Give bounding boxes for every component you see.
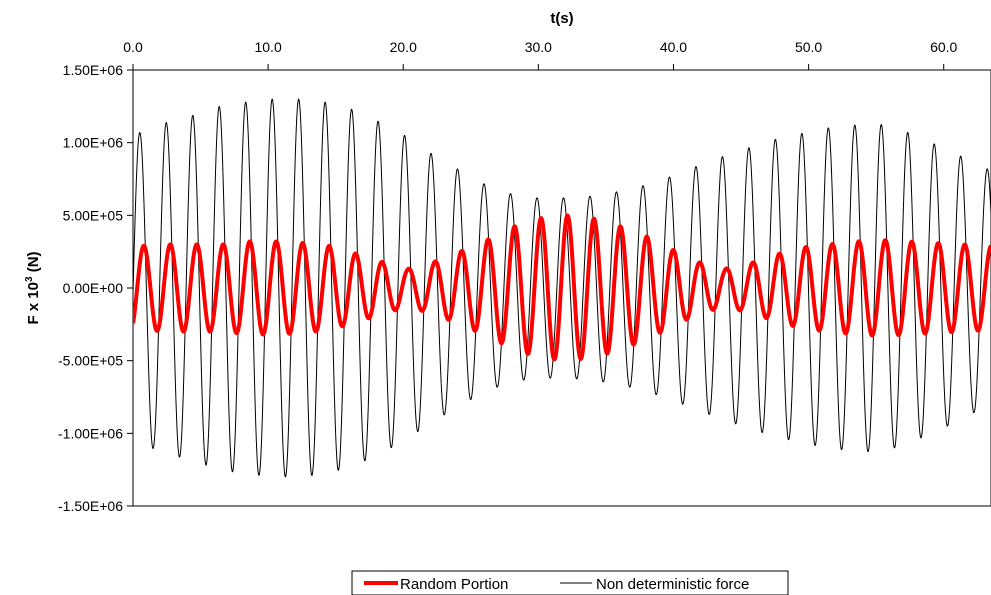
y-tick-label: -5.00E+05 (58, 353, 123, 369)
x-tick-label: 0.0 (123, 39, 143, 55)
x-tick-label: 30.0 (525, 39, 552, 55)
series-layer (133, 98, 991, 478)
x-tick-label: 10.0 (254, 39, 281, 55)
y-tick-label: -1.50E+06 (58, 498, 123, 514)
x-tick-label: 40.0 (660, 39, 687, 55)
y-axis-title-unit: (N) (25, 251, 42, 276)
legend-label-non-deterministic-force: Non deterministic force (596, 576, 749, 593)
series-line-random-portion (133, 213, 991, 362)
y-tick-label: 5.00E+05 (63, 207, 124, 223)
x-tick-label: 60.0 (930, 39, 957, 55)
legend: Random Portion Non deterministic force (351, 570, 789, 595)
legend-label-random-portion: Random Portion (400, 576, 508, 593)
y-axis-ticks: 1.50E+06 1.00E+06 5.00E+05 0.00E+00 -5.00E+0… (58, 62, 133, 514)
x-tick-label: 20.0 (390, 39, 417, 55)
y-axis-title-superscript: 3 (24, 276, 35, 282)
y-axis-title-main: F x 10 (25, 282, 42, 325)
y-tick-label: 0.00E+00 (63, 280, 124, 296)
x-axis-ticks: 0.0 10.0 20.0 30.0 40.0 50.0 60.0 (123, 39, 958, 70)
x-tick-label: 50.0 (795, 39, 822, 55)
x-axis-title: t(s) (550, 10, 573, 27)
y-tick-label: -1.00E+06 (58, 425, 123, 441)
y-tick-label: 1.50E+06 (63, 62, 124, 78)
series-line-non-deterministic-force (133, 98, 991, 478)
y-axis-title: F x 103 (N) (24, 251, 42, 324)
y-tick-label: 1.00E+06 (63, 135, 124, 151)
